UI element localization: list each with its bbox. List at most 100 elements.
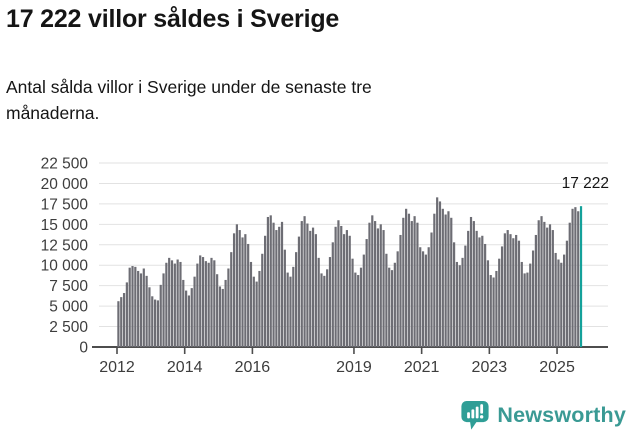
bar	[131, 266, 134, 347]
bar	[565, 240, 569, 347]
bar	[548, 224, 552, 347]
bar	[413, 216, 416, 347]
bar	[280, 221, 284, 347]
bar	[371, 215, 374, 347]
x-tick-label: 2025	[539, 359, 575, 376]
bar	[275, 230, 278, 347]
bar	[557, 259, 560, 347]
bar	[134, 266, 137, 347]
newsworthy-logo[interactable]: Newsworthy	[460, 399, 626, 432]
bar	[554, 252, 557, 347]
bar	[340, 225, 343, 347]
y-tick-label: 10 000	[41, 258, 89, 275]
bar	[230, 252, 233, 347]
bar	[444, 214, 447, 347]
bar	[182, 279, 185, 347]
bar	[461, 257, 464, 347]
bar	[379, 224, 382, 347]
bar	[464, 245, 467, 347]
bar	[247, 243, 250, 347]
bar	[574, 207, 577, 347]
bar	[162, 273, 165, 347]
x-tick-label: 2014	[167, 359, 203, 376]
bar	[515, 234, 518, 347]
y-tick-label: 0	[79, 340, 88, 357]
bar	[266, 216, 270, 347]
bar	[342, 234, 346, 347]
bar	[416, 222, 419, 347]
bar	[258, 270, 261, 347]
bar	[529, 263, 532, 347]
bar	[467, 230, 470, 347]
bar	[216, 274, 219, 347]
bar	[297, 236, 301, 347]
bar	[430, 232, 433, 347]
bar	[388, 267, 391, 347]
bar	[441, 208, 444, 347]
bar	[509, 234, 512, 347]
bar	[489, 275, 492, 347]
bar	[148, 287, 151, 347]
bar	[165, 262, 168, 347]
speech-bubble-shape	[461, 400, 489, 430]
bar	[368, 222, 371, 347]
bar	[207, 262, 210, 347]
y-tick-label: 15 000	[41, 217, 89, 234]
bar	[472, 221, 475, 347]
bar	[232, 233, 236, 347]
x-tick-label: 2021	[404, 359, 440, 376]
x-tick-label: 2016	[235, 359, 271, 376]
bar	[303, 216, 306, 347]
bar	[523, 273, 526, 347]
bar	[374, 221, 377, 347]
bar	[221, 288, 224, 347]
bar	[506, 230, 509, 347]
bar	[571, 208, 574, 347]
bar	[170, 260, 174, 347]
bar	[531, 250, 535, 347]
bar	[137, 270, 140, 347]
bar	[263, 235, 267, 347]
bar	[309, 230, 312, 347]
bar	[410, 221, 413, 347]
bar	[357, 275, 360, 347]
y-tick-label: 20 000	[41, 176, 89, 193]
bar	[421, 251, 425, 347]
bar	[486, 260, 490, 347]
bar	[455, 261, 459, 347]
page-title: 17 222 villor såldes i Sverige	[6, 5, 340, 33]
bar	[283, 249, 286, 347]
bar	[311, 227, 315, 347]
bar	[300, 221, 303, 347]
bar	[577, 211, 580, 347]
bar	[173, 263, 176, 347]
bar	[331, 242, 334, 347]
bar	[292, 266, 295, 347]
bar	[145, 275, 148, 347]
bar	[498, 258, 501, 347]
x-tick-label: 2023	[472, 359, 508, 376]
bar	[261, 253, 264, 347]
bar	[323, 275, 326, 347]
bar	[512, 238, 515, 347]
bar	[224, 279, 227, 347]
bar	[568, 222, 571, 347]
bar	[452, 242, 456, 347]
bar	[405, 208, 408, 347]
bar	[199, 255, 202, 347]
newsworthy-wordmark: Newsworthy	[497, 403, 626, 427]
bar	[120, 297, 123, 347]
bar	[407, 213, 411, 347]
bar	[563, 254, 566, 347]
bar	[503, 233, 506, 347]
bar	[546, 227, 549, 347]
bar	[337, 220, 340, 347]
bar	[351, 258, 354, 347]
bar	[458, 265, 461, 347]
y-tick-label: 12 500	[41, 237, 89, 254]
bar	[142, 268, 145, 347]
bar	[317, 257, 320, 347]
bar	[481, 235, 484, 347]
